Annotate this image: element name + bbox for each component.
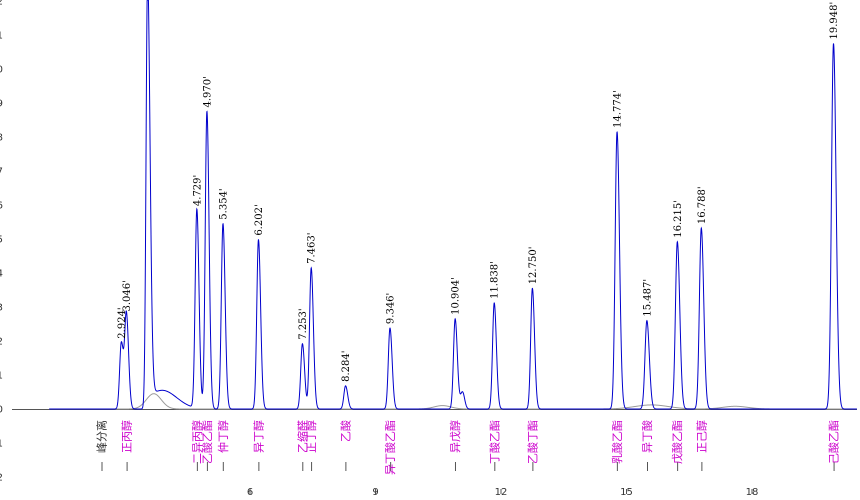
x-axis: 6 9 12 15 18	[12, 409, 857, 498]
peak-labels: 2.924'3.046' 4.729' 4.970' 5.354' 6.202' 7.25…	[117, 2, 840, 382]
component-label: 己酸乙酯	[827, 420, 841, 464]
peak-rt-label: 7.253'	[298, 308, 309, 339]
peak-rt-label: 7.463'	[307, 233, 318, 264]
peak-rt-label: 4.729'	[192, 175, 203, 206]
y-tick-label: 5	[0, 235, 3, 246]
component-label: 乙缩醛	[295, 420, 309, 453]
peak-rt-label: 16.215'	[673, 200, 684, 238]
x-tick-label: 12	[495, 487, 508, 498]
peak-rt-label: 15.487'	[642, 279, 653, 317]
peak-rt-label: 3.046'	[122, 280, 133, 311]
peak-rt-label: 16.788'	[697, 186, 708, 224]
component-label: 异丁酸	[640, 420, 654, 453]
peak-rt-label: 5.354'	[218, 188, 229, 219]
y-tick-label: -2	[0, 473, 3, 484]
y-tick-label: 2	[0, 337, 3, 348]
peak-rt-label: 14.774'	[613, 90, 624, 128]
component-label: 正己醇	[694, 420, 708, 453]
y-tick-label: 8	[0, 133, 3, 144]
component-label: 正丁醇	[304, 420, 318, 453]
component-label: 乙酸	[338, 420, 352, 442]
component-label: 乙酸丁酯	[525, 420, 539, 464]
y-tick-label: 12	[0, 0, 3, 8]
signal-trace	[49, 0, 857, 410]
y-tick-label: 1	[0, 371, 3, 382]
y-tick-label: 11	[0, 31, 3, 42]
y-tick-label: 6	[0, 201, 3, 212]
component-label: 乙酸乙酯	[200, 420, 214, 464]
component-label: 异丁酸乙酯	[383, 420, 397, 475]
y-tick-label: 7	[0, 167, 3, 178]
peak-rt-label: 19.948'	[829, 2, 840, 40]
peak-rt-label: 10.904'	[451, 277, 462, 315]
y-axis: -2-10123456789101112	[0, 0, 3, 484]
component-label: 异丁醇	[251, 420, 265, 453]
component-label: 峰分离	[94, 420, 108, 453]
peak-rt-label: 8.284'	[341, 350, 352, 381]
peak-rt-label: 11.838'	[490, 261, 501, 299]
component-label: 丁酸乙酯	[487, 420, 501, 464]
y-tick-label: 9	[0, 99, 3, 110]
secondary-trace	[49, 393, 857, 410]
peak-rt-label: 9.346'	[385, 293, 396, 324]
x-tick-label: 15	[620, 487, 633, 498]
x-tick-label: 9	[372, 487, 378, 498]
component-label: 异戊醇	[448, 420, 462, 453]
x-tick-label: 18	[746, 487, 759, 498]
component-label: 戊酸乙酯	[670, 420, 684, 464]
component-label: 仲丁醇	[216, 420, 230, 453]
y-tick-label: 3	[0, 303, 3, 314]
y-tick-label: 10	[0, 65, 3, 76]
y-tick-label: 0	[0, 405, 3, 416]
peak-rt-label: 4.970'	[202, 76, 213, 107]
y-tick-label: -1	[0, 439, 3, 450]
x-tick-label: 6	[247, 487, 253, 498]
y-tick-label: 4	[0, 269, 3, 280]
peak-rt-label: 2.924'	[117, 307, 128, 338]
trace-layer	[49, 0, 857, 410]
component-label: 乳酸乙酯	[610, 420, 624, 464]
component-label: 二异丙醇	[190, 420, 204, 464]
component-label: 正丙醇	[120, 420, 134, 453]
peak-rt-label: 6.202'	[254, 204, 265, 235]
peak-rt-label: 12.750'	[528, 247, 539, 285]
